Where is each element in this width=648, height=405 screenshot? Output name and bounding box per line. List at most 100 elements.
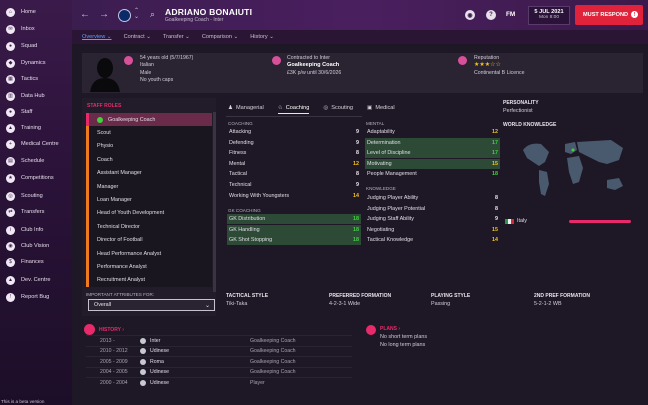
- club-badge-icon: [140, 369, 146, 376]
- sidebar-item-tactics[interactable]: ▦ Tactics: [0, 71, 72, 87]
- must-respond-button[interactable]: MUST RESPOND !: [575, 5, 643, 25]
- date-text: 5 JUL 2021: [534, 9, 564, 15]
- club-switch-chevron-icon[interactable]: ⌃ ⌄: [134, 8, 140, 20]
- back-arrow-icon[interactable]: ←: [80, 9, 90, 20]
- must-respond-label: MUST RESPOND: [583, 12, 629, 18]
- role-item[interactable]: Director of Football: [86, 233, 212, 247]
- sidebar-item-medical-centre[interactable]: + Medical Centre: [0, 136, 72, 152]
- attribute-row: Defending 9: [227, 138, 361, 148]
- attribute-name: GK Distribution: [229, 216, 266, 222]
- history-row[interactable]: 2004 - 2005 Udinese Goalkeeping Coach: [86, 366, 352, 377]
- sidebar-item-label: Competitions: [21, 175, 54, 182]
- history-title[interactable]: HISTORY ›: [99, 327, 124, 333]
- attribute-value: 18: [492, 171, 498, 178]
- role-label: Performance Analyst: [97, 264, 147, 271]
- roles-scrollbar[interactable]: [213, 112, 216, 292]
- preferred-formation-value: 4-2-3-1 Wide: [329, 301, 361, 307]
- forward-arrow-icon[interactable]: →: [99, 9, 109, 20]
- sidebar-item-squad[interactable]: ● Squad: [0, 38, 72, 54]
- tab-coaching[interactable]: ♘ Coaching: [277, 102, 310, 114]
- sidebar-item-label: Inbox: [21, 26, 35, 33]
- sidebar-item-label: Club Vision: [21, 243, 50, 250]
- tab-medical[interactable]: ▣ Medical: [367, 105, 395, 111]
- country-knowledge-bar: [569, 220, 631, 223]
- attribute-name: Level of Discipline: [367, 150, 411, 157]
- attribute-tabs: ♟ Managerial ♘ Coaching ◎ Scouting ▣ Medical: [228, 102, 409, 114]
- sidebar-item-staff[interactable]: ● Staff: [0, 104, 72, 120]
- sidebar-item-dynamics[interactable]: ◆ Dynamics: [0, 55, 72, 71]
- attribute-row: Level of Discipline 17: [365, 148, 500, 159]
- age-text: 54 years old (5/7/1967): [140, 55, 194, 61]
- history-club: Udinese: [150, 380, 170, 387]
- history-row[interactable]: 2013 - Inter Goalkeeping Coach: [86, 335, 352, 345]
- history-row[interactable]: 2000 - 2004 Udinese Player: [86, 377, 352, 387]
- attribute-value: 18: [353, 226, 359, 233]
- globe-icon[interactable]: ◉: [465, 10, 475, 20]
- role-item[interactable]: Head of Youth Development: [86, 206, 212, 221]
- search-icon[interactable]: ⌕: [150, 9, 156, 19]
- attributes-dropdown[interactable]: Overall ⌄: [88, 299, 215, 311]
- plans-title[interactable]: PLANS ›: [380, 326, 400, 332]
- staff-icon: ●: [6, 107, 15, 117]
- sidebar-item-schedule[interactable]: ▤ Schedule: [0, 153, 72, 169]
- role-label: Coach: [97, 156, 113, 163]
- role-item[interactable]: Coach: [86, 153, 212, 167]
- sidebar-item-home[interactable]: ⌂ Home: [0, 4, 72, 20]
- tab-managerial[interactable]: ♟ Managerial: [228, 105, 264, 111]
- help-icon[interactable]: ?: [486, 10, 496, 20]
- subnav-transfer[interactable]: Transfer ⌄: [162, 34, 190, 40]
- role-label: Goalkeeping Coach: [108, 116, 156, 123]
- role-item[interactable]: Goalkeeping Coach: [86, 113, 212, 127]
- sidebar-item-transfers[interactable]: ⇄ Transfers: [0, 204, 72, 220]
- attribute-value: 12: [353, 160, 359, 167]
- history-row[interactable]: 2010 - 2012 Udinese Goalkeeping Coach: [86, 345, 352, 356]
- managerial-icon: ♟: [228, 105, 234, 111]
- sidebar-item-label: Transfers: [21, 209, 45, 216]
- role-item[interactable]: Head Performance Analyst: [86, 247, 212, 261]
- subnav-contract[interactable]: Contract ⌄: [123, 34, 151, 40]
- important-attributes-label: IMPORTANT ATTRIBUTES FOR:: [86, 292, 155, 297]
- sidebar-item-label: Report Bug: [21, 294, 50, 301]
- sidebar-item-club-info[interactable]: i Club Info: [0, 222, 72, 238]
- sidebar-item-data-hub[interactable]: ▥ Data Hub: [0, 88, 72, 104]
- role-label: Manager: [97, 183, 119, 190]
- home-icon: ⌂: [6, 7, 15, 17]
- dropdown-value: Overall: [94, 302, 112, 308]
- role-item[interactable]: Recruitment Analyst: [86, 273, 212, 288]
- role-label: Scout: [97, 130, 111, 137]
- attribute-row: Negotiating 15: [365, 225, 500, 235]
- role-item[interactable]: Performance Analyst: [86, 260, 212, 274]
- subnav-overview[interactable]: Overview ⌄: [82, 34, 112, 40]
- history-row[interactable]: 2005 - 2009 Roma Goalkeeping Coach: [86, 356, 352, 366]
- fm-menu-button[interactable]: FM: [506, 11, 516, 18]
- staff-roles-title: STAFF ROLES: [87, 103, 122, 109]
- sidebar-item-competitions[interactable]: ★ Competitions: [0, 170, 72, 186]
- plans-icon: [366, 325, 376, 335]
- squad-icon: ●: [6, 41, 15, 51]
- role-item[interactable]: Physio: [86, 139, 212, 154]
- role-label: Physio: [97, 143, 114, 150]
- sidebar-item-report-bug[interactable]: ! Report Bug: [0, 289, 72, 305]
- date-display[interactable]: 5 JUL 2021 Mon 8:00: [528, 6, 570, 25]
- personal-info: 54 years old (5/7/1967) Italian Male No …: [140, 55, 193, 85]
- subnav-history[interactable]: History ⌄: [250, 34, 274, 40]
- club-badge-icon[interactable]: [118, 9, 131, 22]
- subnav-comparison[interactable]: Comparison ⌄: [201, 34, 239, 40]
- role-item[interactable]: Loan Manager: [86, 193, 212, 207]
- attribute-value: 18: [353, 237, 359, 244]
- sidebar-item-finances[interactable]: $ Finances: [0, 254, 72, 270]
- role-item[interactable]: Scout: [86, 126, 212, 140]
- sidebar-item-club-vision[interactable]: ◉ Club Vision: [0, 238, 72, 254]
- caps-text: No youth caps: [140, 77, 174, 84]
- role-item[interactable]: Technical Director: [86, 220, 212, 234]
- sidebar-item-scouting[interactable]: ◎ Scouting: [0, 188, 72, 204]
- reputation-label: Reputation: [474, 55, 500, 61]
- sidebar-item-inbox[interactable]: ✉ Inbox: [0, 21, 72, 37]
- role-item[interactable]: Assistant Manager: [86, 166, 212, 180]
- sidebar-item-dev-centre[interactable]: ▲ Dev. Centre: [0, 272, 72, 288]
- contract-line: Contracted to Inter: [287, 55, 330, 61]
- sidebar-item-training[interactable]: ▲ Training: [0, 120, 72, 136]
- short-term-plans: No short term plans: [380, 334, 428, 340]
- tab-scouting[interactable]: ◎ Scouting: [323, 105, 354, 111]
- role-item[interactable]: Manager: [86, 180, 212, 194]
